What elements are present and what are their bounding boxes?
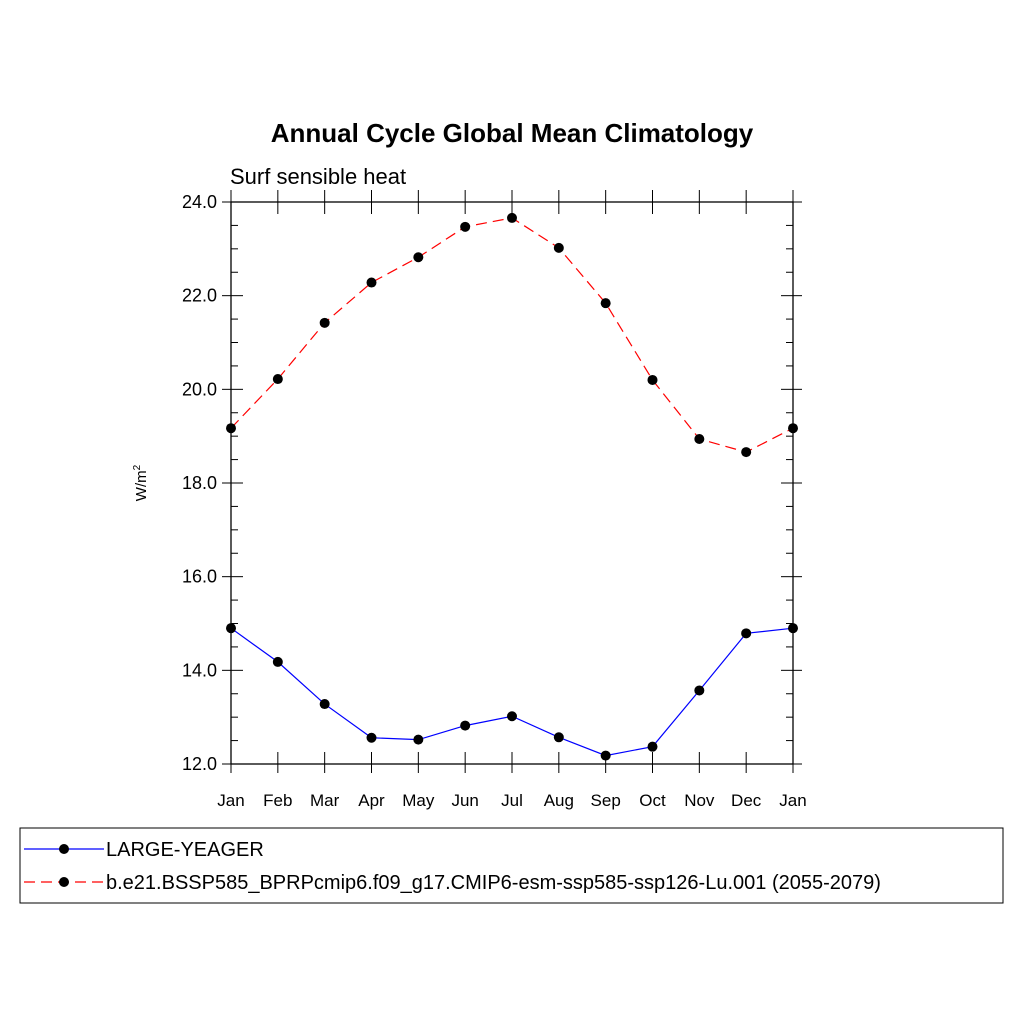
x-tick-label: Sep [591,791,621,810]
series-1 [226,623,798,761]
legend-label: LARGE-YEAGER [106,839,264,861]
x-tick-label: May [402,791,435,810]
x-tick-label: Apr [358,791,385,810]
data-point [366,732,377,743]
series-layer [226,212,798,761]
x-tick-label: Dec [731,791,762,810]
data-point [553,732,564,743]
data-point [413,252,424,263]
x-tick-label: Mar [310,791,340,810]
x-tick-label: Jul [501,791,523,810]
y-axis-label-base: W/m [133,470,150,501]
data-point [272,374,283,385]
data-point [647,741,658,752]
legend-box [19,827,1004,904]
legend-label: b.e21.BSSP585_BPRPcmip6.f09_g17.CMIP6-es… [106,872,881,894]
legend-marker [59,844,69,854]
legend-entry-1: LARGE-YEAGER [24,839,264,861]
legend-marker [59,877,69,887]
x-tick-label: Nov [684,791,715,810]
data-point [319,317,330,328]
data-point [694,685,705,696]
data-point [413,734,424,745]
data-point [788,623,798,634]
y-axis-label: W/m2 [132,464,150,501]
legend-entry-2: b.e21.BSSP585_BPRPcmip6.f09_g17.CMIP6-es… [24,872,881,894]
chart-title: Annual Cycle Global Mean Climatology [271,118,754,148]
x-tick-label: Jun [451,791,478,810]
x-tick-label: Jan [217,791,244,810]
legend: LARGE-YEAGER b.e21.BSSP585_BPRPcmip6.f09_… [24,839,881,894]
y-tick-label: 24.0 [182,192,217,212]
x-tick-label: Aug [544,791,574,810]
series-2 [226,212,798,458]
chart-subtitle: Surf sensible heat [230,164,406,189]
data-point [507,711,517,722]
data-point [226,623,236,634]
data-point [553,242,564,253]
y-axis-label-superscript: 2 [132,464,143,470]
data-point [600,750,611,761]
data-point [366,277,377,288]
x-tick-label: Oct [639,791,666,810]
data-point [226,423,236,434]
data-point [741,628,752,639]
series-line [230,627,794,757]
data-point [600,298,611,309]
axes: 12.0 14.0 16.0 18.0 20.0 22.0 24.0 Jan Feb Mar Apr… [182,190,807,810]
data-point [694,433,705,444]
y-tick-label: 14.0 [182,660,217,680]
y-tick-label: 22.0 [182,286,217,306]
data-point [788,423,798,434]
data-point [460,221,471,232]
y-tick-label: 12.0 [182,754,217,774]
series-line [230,217,794,453]
data-point [460,720,471,731]
data-point [647,374,658,385]
data-point [741,447,752,458]
x-tick-label: Jan [779,791,806,810]
data-point [319,699,330,710]
x-tick-label: Feb [263,791,292,810]
data-point [507,212,517,223]
data-point [272,656,283,667]
y-tick-label: 20.0 [182,379,217,399]
y-tick-label: 18.0 [182,473,217,493]
y-tick-label: 16.0 [182,567,217,587]
